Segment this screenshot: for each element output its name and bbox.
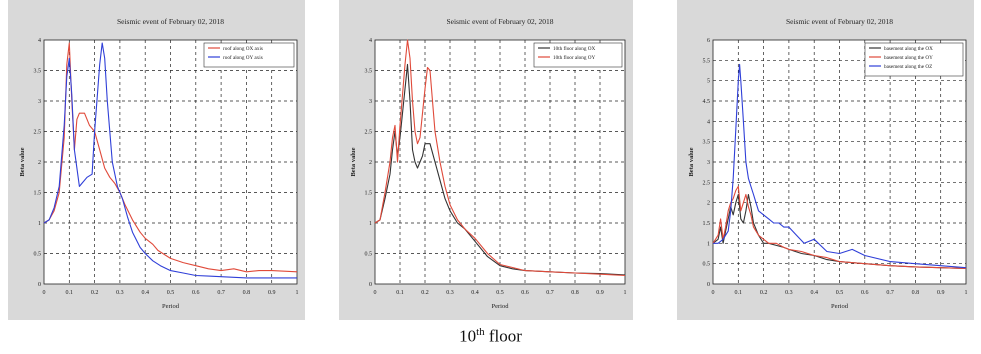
- x-tick-label: 0.4: [471, 290, 479, 296]
- y-tick-label: 3: [707, 160, 710, 166]
- x-tick-label: 0.2: [91, 290, 99, 296]
- x-tick-label: 0.1: [735, 290, 743, 296]
- y-tick-label: 3.5: [703, 140, 711, 146]
- y-tick-label: 0: [38, 282, 41, 288]
- y-tick-label: 3.5: [34, 69, 42, 75]
- y-axis-label: Beta value: [688, 147, 695, 176]
- series-line-1: [712, 185, 967, 270]
- x-tick-label: 0.7: [546, 290, 554, 296]
- legend-entry: basement along the OX: [884, 46, 933, 52]
- y-tick-label: 4: [38, 38, 41, 44]
- y-tick-label: 2: [369, 160, 372, 166]
- legend-box: [864, 42, 964, 77]
- x-tick-label: 0.6: [861, 290, 869, 296]
- x-tick-label: 0.7: [886, 290, 894, 296]
- x-tick-label: 0.6: [521, 290, 529, 296]
- x-tick-label: 0.5: [167, 290, 175, 296]
- y-tick-label: 2.5: [365, 130, 373, 136]
- x-tick-label: 0.5: [836, 290, 844, 296]
- caption-ordinal: th: [476, 326, 485, 338]
- y-tick-label: 2.5: [703, 180, 711, 186]
- y-tick-label: 1.5: [365, 191, 373, 197]
- legend-box: [533, 42, 623, 68]
- y-tick-label: 1: [38, 221, 41, 227]
- chart-roof: 0 0.1 0.2 0.3 0.4 0.5 0.6 0.7 0.8 0.9 1 0 0.5 1 1.5 2 2.…: [8, 0, 305, 320]
- y-tick-label: 4: [369, 38, 372, 44]
- x-axis-label: Period: [831, 303, 849, 310]
- x-tick-label: 0.2: [760, 290, 768, 296]
- x-tick-label: 0.9: [268, 290, 276, 296]
- chart-panel-10th-floor: 0 0.1 0.2 0.3 0.4 0.5 0.6 0.7 0.8 0.9 1 0 0.5 1 1.5 2 2.…: [339, 0, 633, 320]
- y-tick-label: 3: [369, 99, 372, 105]
- y-tick-label: 0.5: [34, 252, 42, 258]
- x-tick-label: 0.3: [116, 290, 124, 296]
- x-tick-label: 1: [965, 290, 968, 296]
- x-tick-label: 0.1: [396, 290, 404, 296]
- x-axis-label: Period: [162, 303, 180, 310]
- x-tick-label: 1: [624, 290, 627, 296]
- legend-entry: basement along the OZ: [884, 64, 932, 70]
- x-tick-label: 0.3: [785, 290, 793, 296]
- x-tick-label: 0.8: [571, 290, 579, 296]
- y-tick-label: 5: [707, 79, 710, 85]
- x-axis-label: Period: [492, 303, 510, 310]
- x-tick-label: 0: [374, 290, 377, 296]
- x-tick-label: 0.6: [192, 290, 200, 296]
- legend-entry: roof along OY axis: [223, 54, 263, 61]
- x-tick-label: 0: [712, 290, 715, 296]
- y-tick-label: 1.5: [34, 191, 42, 197]
- chart-title: Seismic event of February 02, 2018: [117, 17, 224, 26]
- x-tick-label: 0.8: [243, 290, 251, 296]
- x-tick-label: 0.2: [421, 290, 429, 296]
- x-tick-label: 0.4: [810, 290, 818, 296]
- series-line-1: [43, 42, 297, 279]
- figure-caption: 10th floor: [0, 326, 981, 347]
- legend-entry: 10th floor along OX: [553, 45, 595, 52]
- y-tick-label: 2: [38, 160, 41, 166]
- y-axis-label: Beta value: [350, 147, 357, 176]
- x-tick-label: 0: [43, 290, 46, 296]
- x-tick-label: 0.9: [937, 290, 945, 296]
- y-axis-label: Beta value: [19, 147, 26, 176]
- y-tick-label: 6: [707, 38, 710, 44]
- y-tick-label: 0: [707, 282, 710, 288]
- y-tick-label: 5.5: [703, 58, 711, 64]
- y-tick-label: 1: [369, 221, 372, 227]
- legend-entry: 10th floor along OY: [553, 54, 595, 61]
- y-tick-label: 2: [707, 201, 710, 207]
- y-tick-label: 0.5: [703, 262, 711, 268]
- chart-title: Seismic event of February 02, 2018: [786, 17, 893, 26]
- caption-number: 10: [459, 326, 477, 346]
- x-tick-label: 0.1: [66, 290, 74, 296]
- y-tick-label: 0.5: [365, 252, 373, 258]
- series-line-0: [43, 42, 298, 273]
- series-line-1: [374, 39, 626, 277]
- y-tick-label: 3.5: [365, 69, 373, 75]
- y-tick-label: 4: [707, 119, 710, 125]
- y-tick-label: 0: [369, 282, 372, 288]
- x-tick-label: 0.8: [912, 290, 920, 296]
- legend-entry: basement along the OY: [884, 55, 933, 61]
- chart-10th-floor: 0 0.1 0.2 0.3 0.4 0.5 0.6 0.7 0.8 0.9 1 0 0.5 1 1.5 2 2.…: [339, 0, 633, 320]
- x-tick-label: 0.5: [496, 290, 504, 296]
- y-tick-label: 4.5: [703, 99, 711, 105]
- chart-panel-roof: 0 0.1 0.2 0.3 0.4 0.5 0.6 0.7 0.8 0.9 1 0 0.5 1 1.5 2 2.…: [8, 0, 305, 320]
- y-tick-label: 2.5: [34, 130, 42, 136]
- series-line-2: [713, 63, 967, 269]
- legend-entry: roof along OX axis: [223, 45, 263, 52]
- y-tick-label: 3: [38, 99, 41, 105]
- x-tick-label: 0.3: [446, 290, 454, 296]
- x-tick-label: 0.4: [141, 290, 149, 296]
- x-tick-label: 0.7: [217, 290, 225, 296]
- x-tick-label: 1: [296, 290, 299, 296]
- chart-basement: 0 0.1 0.2 0.3 0.4 0.5 0.6 0.7 0.8 0.9 1 0 0.5 1 1.5 2 2.…: [677, 0, 974, 320]
- y-tick-label: 1: [707, 241, 710, 247]
- legend-box: [203, 42, 295, 68]
- caption-text: floor: [484, 326, 522, 346]
- chart-panel-basement: 0 0.1 0.2 0.3 0.4 0.5 0.6 0.7 0.8 0.9 1 0 0.5 1 1.5 2 2.…: [677, 0, 974, 320]
- x-tick-label: 0.9: [596, 290, 604, 296]
- chart-title: Seismic event of February 02, 2018: [446, 17, 553, 26]
- y-tick-label: 1.5: [703, 221, 711, 227]
